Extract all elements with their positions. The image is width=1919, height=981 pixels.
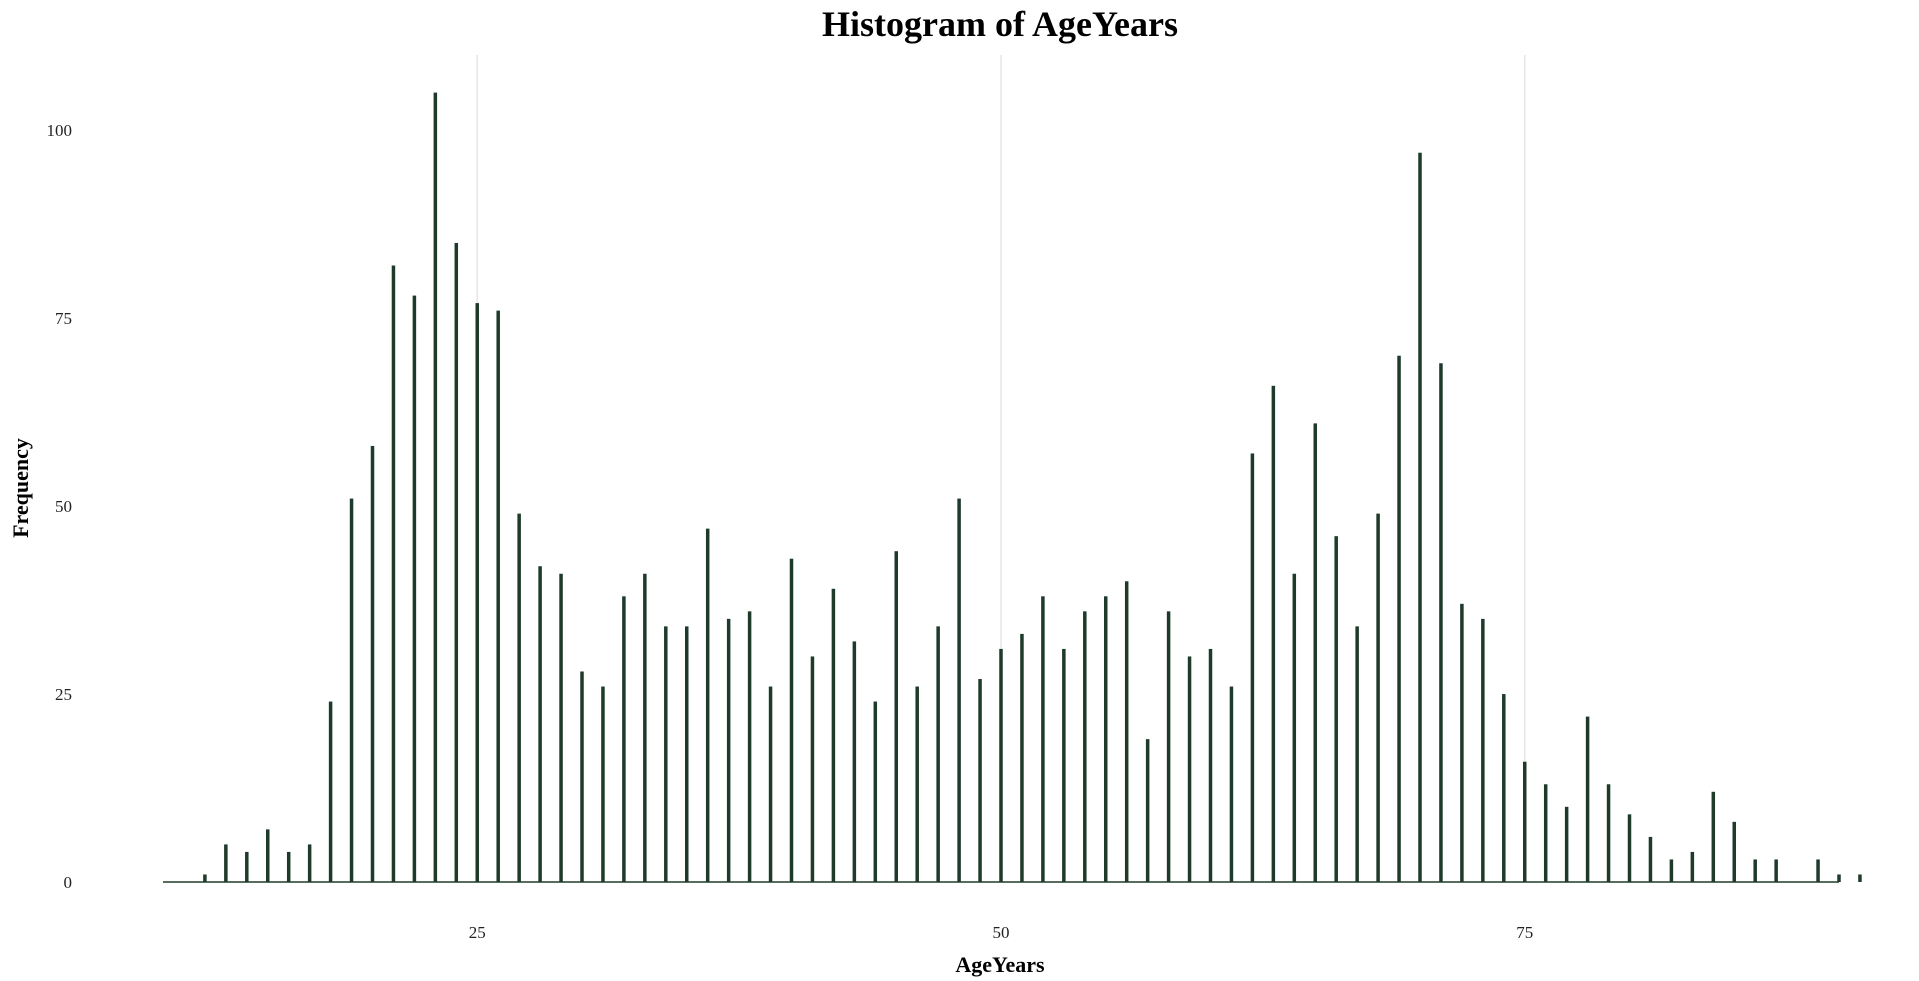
bar-19 xyxy=(349,498,354,882)
bar-13 xyxy=(224,844,228,882)
bar-53 xyxy=(1062,648,1066,882)
bar-48 xyxy=(957,498,961,882)
bar-39 xyxy=(768,686,773,882)
y-axis-label: Frequency xyxy=(8,438,33,538)
y-tick-label-4: 100 xyxy=(47,121,73,140)
bar-18 xyxy=(328,701,333,882)
x-tick-label-1: 50 xyxy=(993,923,1010,942)
x-tick-labels: 25 50 75 xyxy=(469,923,1534,942)
bar-15 xyxy=(266,829,270,882)
bar-62 xyxy=(1250,453,1255,882)
bar-60 xyxy=(1208,648,1213,882)
y-tick-label-3: 75 xyxy=(55,309,72,328)
bar-37 xyxy=(726,618,731,882)
bar-55 xyxy=(1104,596,1108,882)
bar-32 xyxy=(622,596,626,882)
bar-40 xyxy=(789,558,794,882)
bar-77 xyxy=(1564,806,1569,882)
bar-45 xyxy=(894,551,898,882)
bar-38 xyxy=(747,611,752,882)
bar-81 xyxy=(1648,836,1653,882)
bar-73 xyxy=(1481,618,1485,882)
bar-12 xyxy=(203,874,207,882)
bar-20 xyxy=(370,445,375,882)
bar-43 xyxy=(852,641,857,882)
bar-57 xyxy=(1145,739,1150,882)
bars xyxy=(203,92,1862,883)
bar-76 xyxy=(1543,784,1548,882)
bar-86 xyxy=(1753,859,1757,882)
bar-50 xyxy=(999,648,1003,882)
bar-27 xyxy=(517,513,521,882)
bar-46 xyxy=(915,686,919,882)
bar-59 xyxy=(1187,656,1192,882)
bar-24 xyxy=(454,242,459,883)
bar-68 xyxy=(1376,513,1380,882)
bar-54 xyxy=(1083,611,1087,882)
bar-44 xyxy=(873,701,878,882)
bar-65 xyxy=(1313,423,1317,882)
bar-79 xyxy=(1606,784,1611,882)
bar-69 xyxy=(1397,355,1401,882)
bar-41 xyxy=(810,656,815,882)
bar-72 xyxy=(1460,603,1464,882)
bar-87 xyxy=(1774,859,1778,882)
bar-35 xyxy=(685,626,689,882)
y-tick-label-2: 50 xyxy=(55,497,72,516)
x-axis-label: AgeYears xyxy=(955,952,1045,977)
bar-80 xyxy=(1627,814,1632,882)
bar-74 xyxy=(1502,694,1506,882)
y-tick-labels: 0 25 50 75 100 xyxy=(47,121,73,892)
bar-67 xyxy=(1355,626,1359,882)
bar-29 xyxy=(559,573,563,882)
bar-83 xyxy=(1690,851,1695,882)
bar-22 xyxy=(412,295,417,883)
chart-title: Histogram of AgeYears xyxy=(822,4,1178,44)
bar-16 xyxy=(286,851,291,882)
y-tick-label-1: 25 xyxy=(55,685,72,704)
bar-63 xyxy=(1271,385,1276,882)
bar-64 xyxy=(1292,573,1297,882)
x-tick-label-2: 75 xyxy=(1516,923,1533,942)
bar-33 xyxy=(643,573,647,882)
bar-30 xyxy=(580,671,584,882)
y-tick-label-0: 0 xyxy=(64,873,73,892)
bar-70 xyxy=(1418,152,1422,883)
bar-71 xyxy=(1439,363,1443,882)
bar-82 xyxy=(1669,859,1674,882)
bar-58 xyxy=(1166,611,1171,882)
bar-26 xyxy=(496,310,500,883)
bar-51 xyxy=(1020,633,1024,882)
bar-25 xyxy=(475,303,479,883)
bar-75 xyxy=(1523,761,1527,882)
bar-84 xyxy=(1711,791,1716,882)
x-tick-label-0: 25 xyxy=(469,923,486,942)
bar-52 xyxy=(1041,596,1045,882)
bar-23 xyxy=(433,92,438,882)
bar-36 xyxy=(705,528,710,882)
bar-34 xyxy=(664,626,668,882)
bar-49 xyxy=(978,679,982,882)
bar-28 xyxy=(538,566,542,882)
bar-91 xyxy=(1858,874,1862,882)
bar-14 xyxy=(245,851,249,882)
bar-31 xyxy=(601,686,605,882)
bar-89 xyxy=(1816,859,1820,882)
bar-47 xyxy=(936,626,940,882)
bar-78 xyxy=(1585,716,1590,882)
bar-66 xyxy=(1334,536,1338,882)
bar-42 xyxy=(831,588,836,882)
bar-56 xyxy=(1124,581,1129,882)
bar-61 xyxy=(1229,686,1234,882)
bar-17 xyxy=(307,844,312,882)
bar-90 xyxy=(1837,874,1841,882)
bar-85 xyxy=(1732,821,1736,882)
bar-21 xyxy=(391,265,396,882)
